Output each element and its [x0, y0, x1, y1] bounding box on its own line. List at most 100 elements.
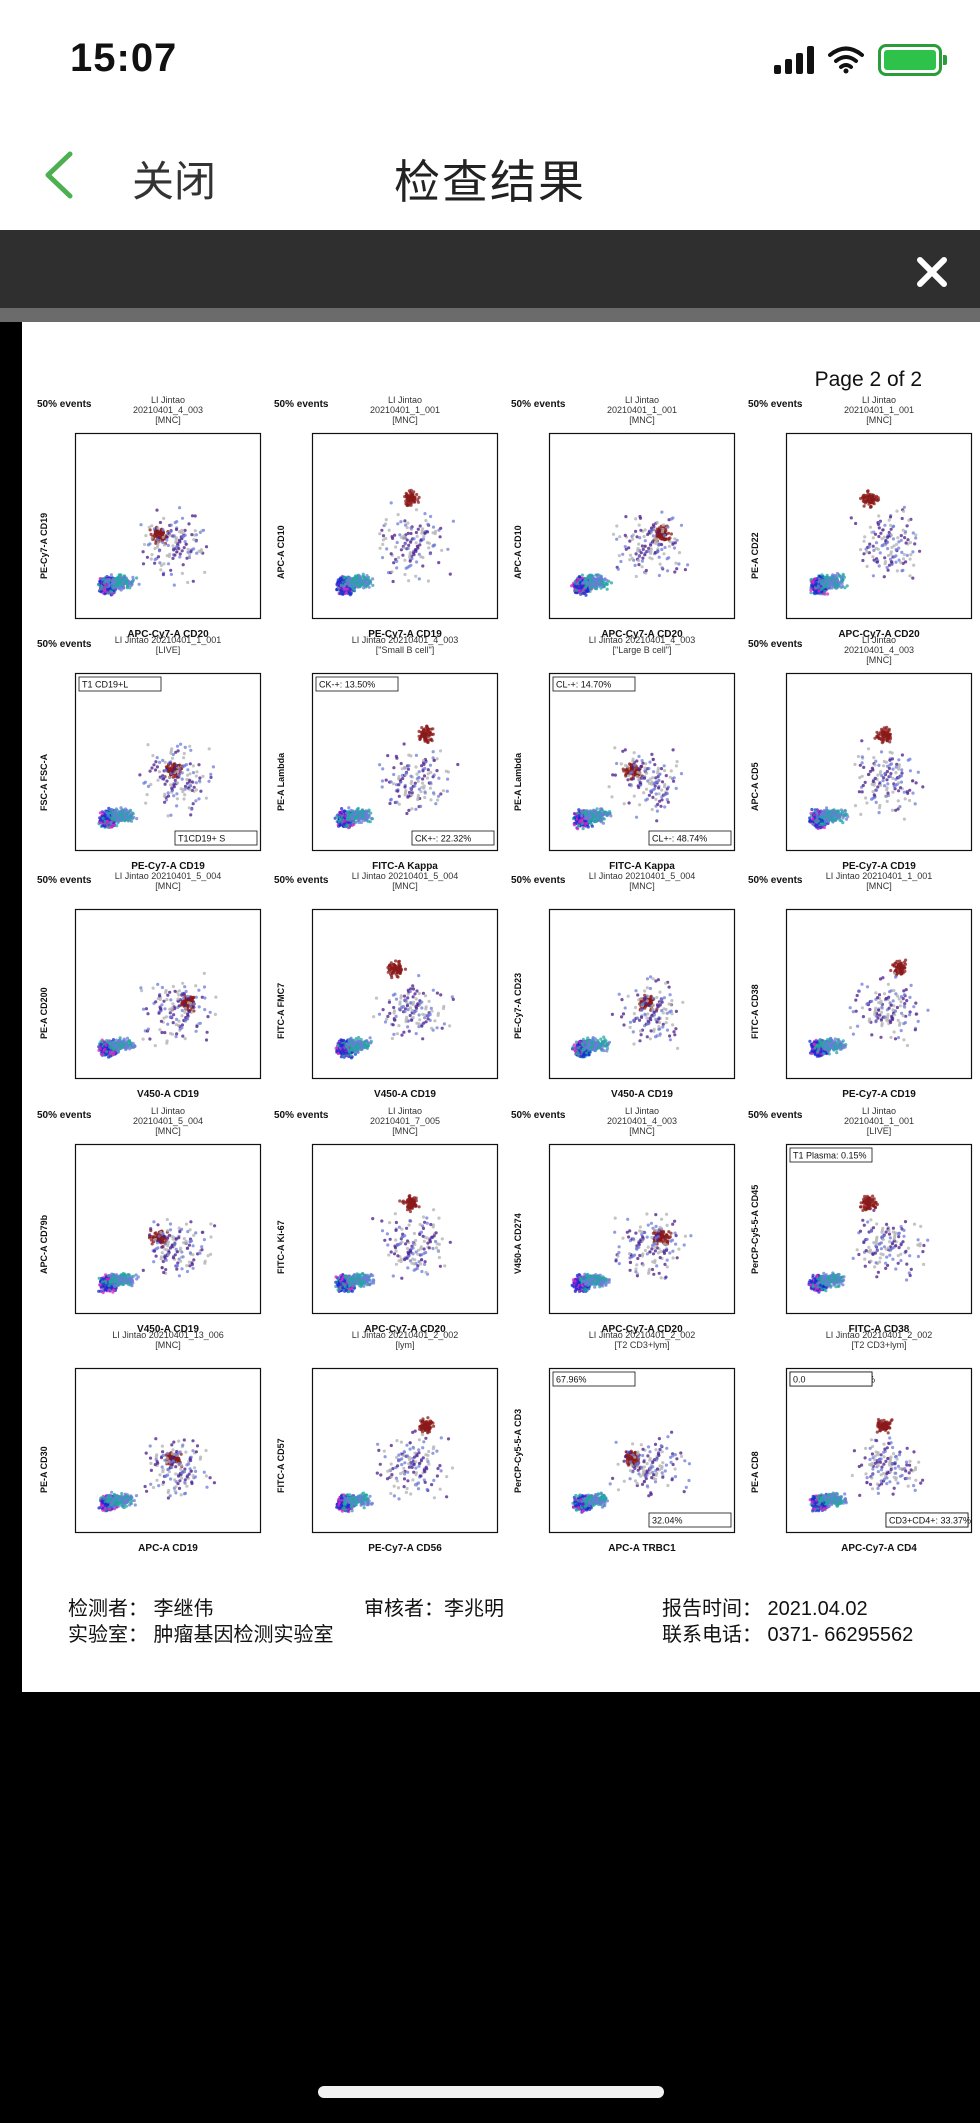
event-dot [350, 815, 354, 819]
event-dot [871, 544, 875, 548]
event-dot [167, 769, 171, 773]
event-dot [637, 523, 641, 527]
event-dot [182, 756, 186, 760]
event-dot [402, 742, 406, 746]
event-dot [441, 789, 445, 793]
event-dot [432, 791, 436, 795]
event-dot [892, 544, 896, 548]
scatter-plot-canvas [74, 432, 262, 620]
event-dot [845, 584, 849, 588]
event-dot [408, 559, 412, 563]
event-dot [596, 577, 600, 581]
event-dot [873, 495, 877, 499]
event-dot [422, 786, 426, 790]
event-dot [580, 573, 584, 577]
event-dot [105, 810, 109, 815]
event-dot [180, 777, 184, 781]
event-dot [421, 555, 425, 560]
event-dot [381, 538, 385, 542]
close-link[interactable]: 关闭 [132, 158, 217, 205]
event-dot [439, 792, 443, 796]
event-dot [419, 804, 423, 808]
event-dot [642, 534, 646, 539]
battery-charging-icon [878, 44, 947, 76]
event-dot [409, 786, 413, 790]
event-dot [657, 555, 661, 559]
event-dot [900, 550, 904, 554]
event-dot [403, 558, 407, 562]
event-dot [590, 573, 594, 577]
event-dot [403, 785, 407, 789]
event-dot [121, 586, 125, 590]
event-dot [822, 591, 826, 595]
plot-x-axis-label: APC-Cy7-A CD20 [127, 629, 209, 640]
event-dot [161, 540, 165, 545]
back-button[interactable] [40, 150, 80, 200]
event-dot [178, 555, 182, 559]
event-dot [876, 498, 881, 502]
event-dot [203, 570, 207, 574]
scatter-plot-canvas [785, 432, 973, 620]
event-dot [401, 553, 405, 557]
event-dot [667, 556, 671, 560]
event-dot [384, 536, 388, 541]
event-dot [357, 820, 361, 825]
event-dot [139, 523, 143, 527]
event-dot [400, 767, 404, 771]
event-dot [207, 779, 211, 783]
event-dot [381, 767, 385, 771]
viewer-close-button[interactable] [912, 252, 952, 292]
event-dot [207, 747, 211, 751]
event-dot [446, 770, 450, 774]
event-dot [397, 794, 401, 798]
event-dot [451, 519, 455, 523]
event-dot [150, 536, 154, 540]
event-dot [180, 516, 185, 520]
event-dot [199, 550, 203, 554]
event-dot [575, 588, 579, 592]
event-dot [420, 531, 424, 535]
event-dot [166, 791, 170, 795]
event-dot [837, 574, 842, 578]
event-dot [437, 776, 441, 780]
event-dot [435, 757, 439, 761]
event-dot [908, 557, 912, 561]
event-dot [189, 748, 193, 752]
event-dot [365, 577, 369, 582]
event-dot [111, 577, 116, 581]
event-dot [142, 542, 147, 547]
event-dot [418, 543, 422, 547]
event-dot [182, 546, 186, 550]
event-dot [143, 780, 147, 784]
event-dot [882, 575, 886, 579]
event-dot [816, 584, 820, 588]
event-dot [828, 585, 832, 589]
event-dot [144, 801, 148, 805]
event-dot [194, 799, 198, 803]
event-dot [148, 769, 152, 773]
event-dot [165, 779, 169, 783]
event-dot [109, 816, 113, 820]
event-dot [338, 823, 342, 827]
event-dot [191, 802, 195, 806]
event-dot [580, 576, 584, 580]
event-dot [118, 816, 122, 820]
event-dot [403, 572, 407, 577]
event-dot [646, 532, 650, 537]
event-dot [577, 813, 581, 818]
event-dot [666, 525, 670, 529]
event-dot [119, 579, 123, 583]
event-dot [340, 814, 344, 818]
page-title: 检查结果 [394, 156, 586, 208]
event-dot [183, 745, 187, 749]
event-dot [404, 771, 408, 775]
event-dot [428, 733, 432, 737]
event-dot [188, 744, 192, 748]
event-dot [412, 490, 416, 494]
event-dot [161, 528, 165, 532]
event-dot [662, 523, 666, 527]
event-dot [141, 550, 145, 554]
event-dot [840, 575, 844, 580]
event-dot [908, 540, 912, 545]
plot-x-axis-label: FITC-A Kappa [372, 861, 438, 872]
